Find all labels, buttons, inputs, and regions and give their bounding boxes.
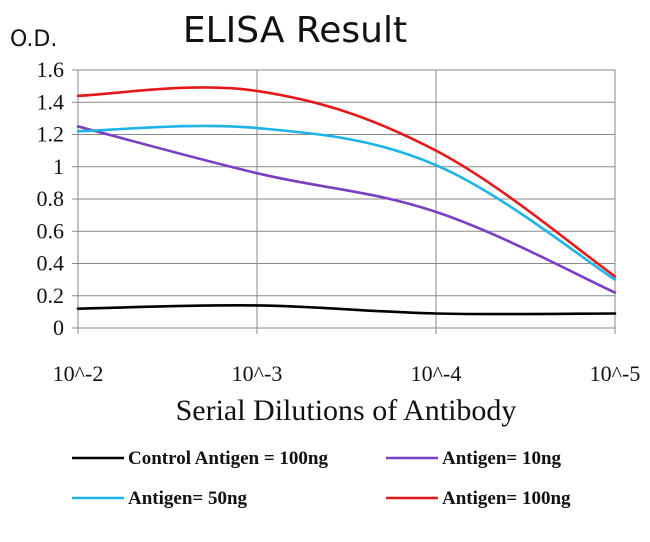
y-tick-label: 1 [53, 154, 64, 179]
y-tick-label: 1.4 [37, 89, 65, 114]
series-line [76, 303, 617, 316]
x-tick-label: 10^-5 [590, 361, 641, 386]
x-tick-label: 10^-4 [411, 361, 462, 386]
chart-title: ELISA Result [183, 10, 407, 51]
grid [77, 69, 616, 329]
y-tick-label: 0 [53, 315, 64, 340]
y-tick-label: 0.8 [37, 186, 65, 211]
y-tick-label: 1.6 [37, 57, 65, 82]
x-tick-label: 10^-3 [232, 361, 283, 386]
x-axis-label: Serial Dilutions of Antibody [176, 394, 517, 427]
y-tick-label: 1.2 [37, 122, 65, 147]
series-line [76, 124, 617, 281]
y-tick-label: 0.2 [37, 283, 65, 308]
x-axis-ticks: 10^-2 10^-3 10^-4 10^-5 [53, 328, 641, 386]
series-line [76, 125, 617, 294]
legend-label: Antigen= 10ng [442, 448, 562, 469]
legend: Control Antigen = 100ng Antigen= 10ng Anti… [72, 448, 571, 509]
legend-label: Antigen= 100ng [442, 488, 571, 509]
y-tick-label: 0.4 [37, 251, 65, 276]
y-axis-ticks: 0 0.2 0.4 0.6 0.8 1 1.2 1.4 1.6 [37, 57, 78, 340]
series-line [76, 86, 617, 278]
legend-label: Antigen= 50ng [128, 488, 248, 509]
y-axis-label: O.D. [10, 27, 57, 52]
y-tick-label: 0.6 [37, 218, 65, 243]
series-lines [76, 86, 617, 316]
x-tick-label: 10^-2 [53, 361, 104, 386]
legend-label: Control Antigen = 100ng [128, 448, 328, 469]
